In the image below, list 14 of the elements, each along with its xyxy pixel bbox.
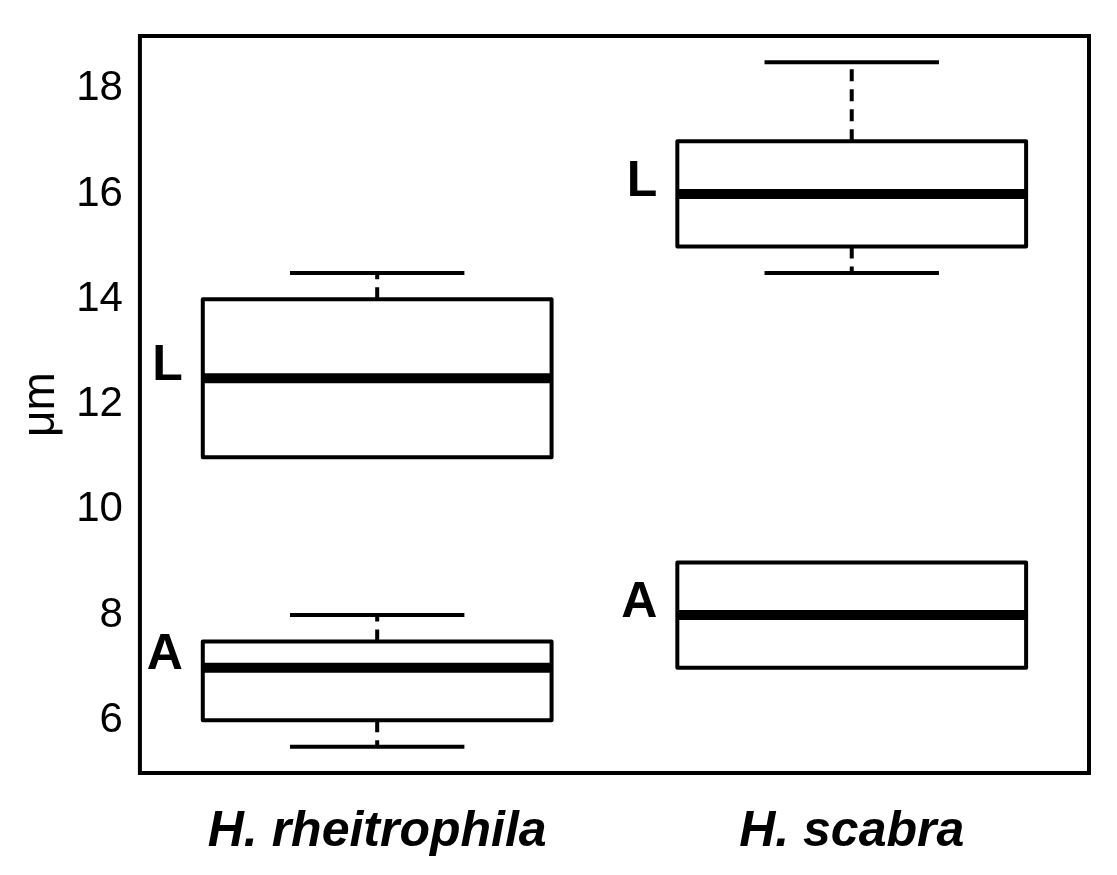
x-tick-label: H. rheitrophila — [207, 800, 547, 857]
y-tick-label: 8 — [99, 588, 123, 636]
y-tick-label: 14 — [76, 272, 123, 320]
y-tick-label: 10 — [76, 483, 123, 531]
text: L — [626, 150, 658, 207]
text: A — [621, 571, 658, 628]
y-tick-label: 16 — [76, 167, 123, 215]
y-tick-label: 12 — [76, 378, 123, 426]
y-tick-label: 18 — [76, 62, 123, 110]
y-tick-label: 6 — [99, 693, 123, 741]
series-label: L — [152, 334, 183, 391]
x-tick-label: H. scabra — [739, 800, 965, 857]
y-axis-title: μm — [12, 372, 65, 437]
series-label: A — [146, 624, 183, 681]
